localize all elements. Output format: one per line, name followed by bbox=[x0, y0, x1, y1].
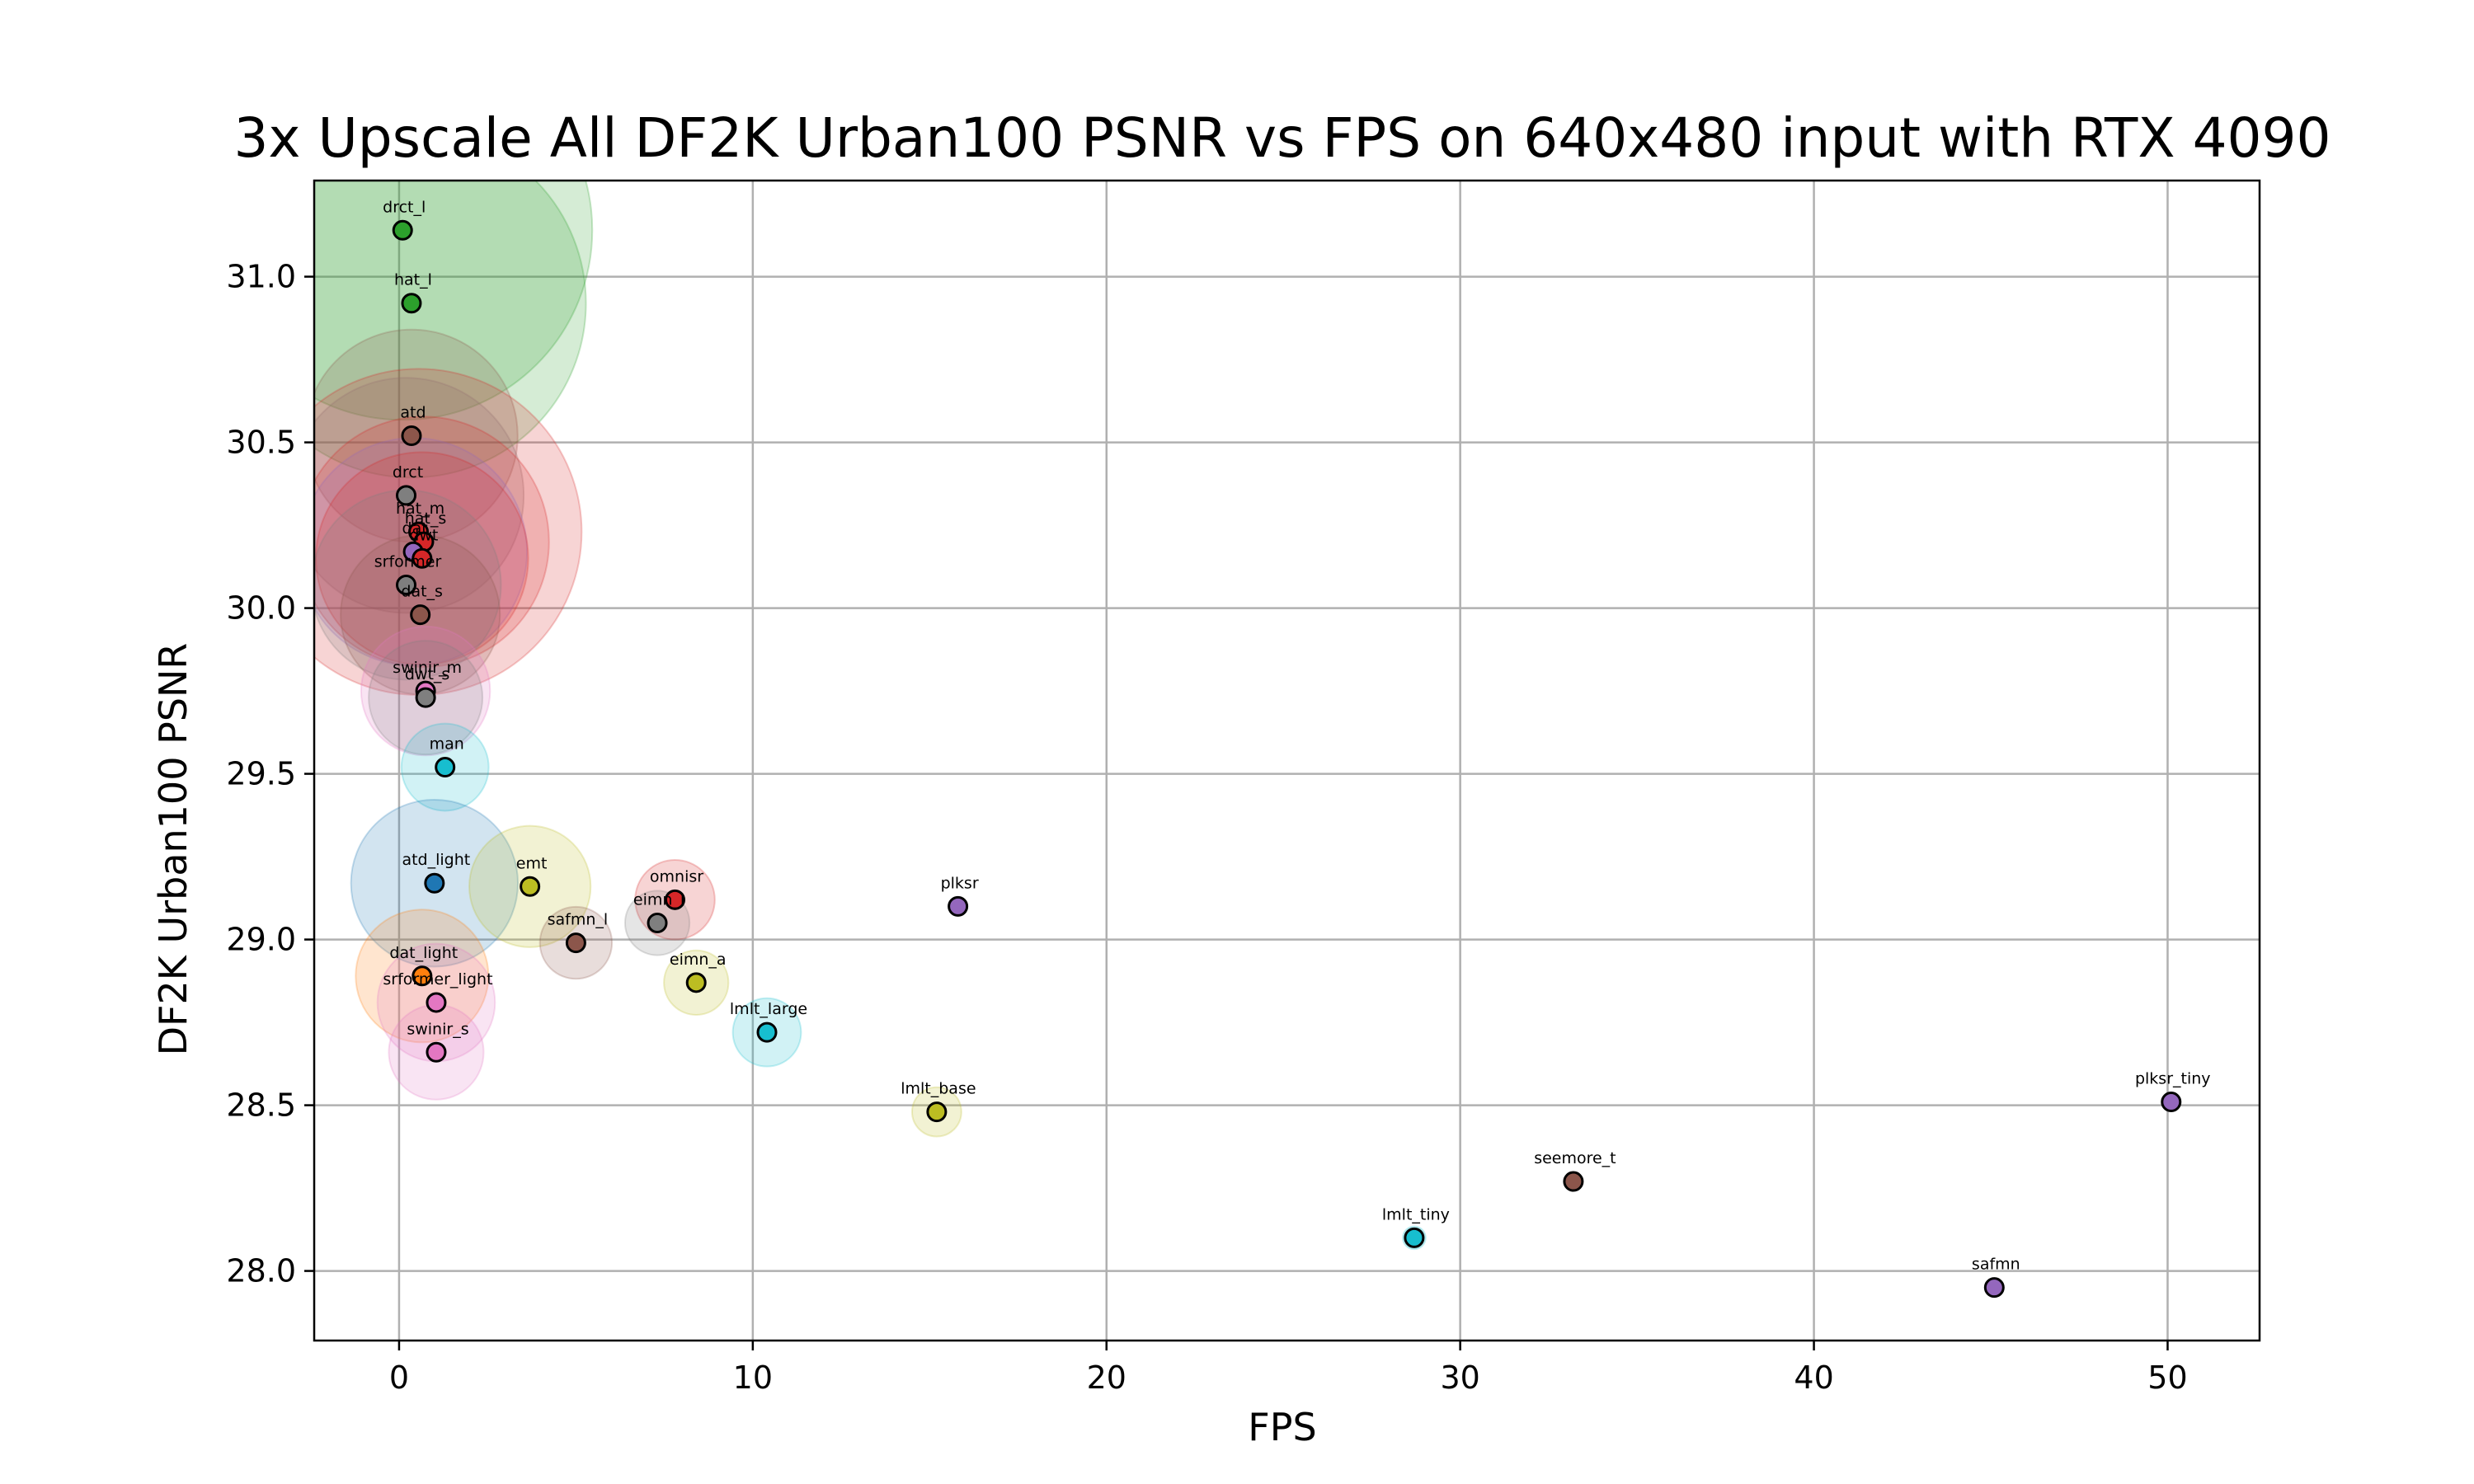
bubble-halo-hat_l bbox=[314, 181, 587, 479]
data-point-dwt_s bbox=[415, 687, 436, 708]
y-tick-label: 30.0 bbox=[226, 590, 296, 627]
data-label-dat: dat bbox=[402, 519, 428, 538]
data-label-eimn_a: eimn_a bbox=[670, 951, 727, 969]
x-tick-label: 20 bbox=[1087, 1360, 1126, 1396]
data-point-dwt bbox=[412, 547, 433, 569]
data-label-atd_light: atd_light bbox=[402, 851, 470, 869]
data-point-seemore_t bbox=[1563, 1171, 1584, 1192]
data-point-srformer bbox=[396, 574, 417, 595]
data-label-man: man bbox=[430, 735, 464, 754]
x-tick-label: 10 bbox=[733, 1360, 773, 1396]
data-point-hat_l bbox=[401, 293, 422, 314]
y-tick-label: 31.0 bbox=[226, 259, 296, 295]
tick-layer: 0 10 20 30 40 50 28.0 28.5 29.0 29.5 30.0 30.5 31.0 bbox=[226, 259, 2187, 1396]
x-tick-label: 0 bbox=[389, 1360, 409, 1396]
data-label-safmn: safmn bbox=[1972, 1256, 2020, 1274]
data-label-eimn_l: eimn_l bbox=[633, 890, 684, 909]
data-label-srformer: srformer bbox=[374, 552, 442, 571]
data-label-swinir_m: swinir_m bbox=[393, 659, 462, 677]
y-tick-label: 29.0 bbox=[226, 922, 296, 958]
bubble-halo-drct bbox=[314, 377, 525, 614]
x-tick-label: 50 bbox=[2147, 1360, 2187, 1396]
data-point-lmlt_base bbox=[926, 1101, 948, 1123]
data-point-dat_s bbox=[410, 604, 431, 626]
data-label-dat_s: dat_s bbox=[401, 583, 443, 601]
plot-frame bbox=[313, 179, 2261, 1342]
grid-layer bbox=[314, 181, 2260, 1341]
data-point-swinir_s bbox=[426, 1041, 447, 1063]
data-label-lmlt_large: lmlt_large bbox=[730, 1000, 807, 1018]
data-point-atd bbox=[401, 425, 422, 447]
data-label-atd: atd bbox=[400, 404, 426, 422]
data-label-dwt_s: dwt_s bbox=[405, 665, 449, 683]
data-point-dat_light bbox=[412, 965, 433, 987]
x-axis-label: FPS bbox=[1248, 1405, 1316, 1449]
chart-title: 3x Upscale All DF2K Urban100 PSNR vs FPS… bbox=[233, 106, 2331, 170]
data-label-hat_l: hat_l bbox=[394, 271, 432, 289]
data-label-hat_m: hat_m bbox=[396, 500, 444, 518]
y-tick-label: 30.5 bbox=[226, 425, 296, 461]
data-point-plksr bbox=[948, 895, 969, 917]
y-tick-label: 29.5 bbox=[226, 756, 296, 792]
data-label-safmn_l: safmn_l bbox=[548, 911, 609, 929]
data-label-drct_l: drct_l bbox=[383, 198, 426, 216]
data-label-drct: drct bbox=[393, 463, 423, 481]
data-label-srformer_light: srformer_light bbox=[383, 970, 492, 989]
data-point-plksr_tiny bbox=[2161, 1092, 2182, 1113]
data-point-lmlt_large bbox=[756, 1021, 778, 1043]
data-label-seemore_t: seemore_t bbox=[1534, 1149, 1616, 1167]
data-point-man bbox=[435, 757, 456, 778]
point-layer bbox=[392, 219, 2182, 1298]
data-point-atd_light bbox=[424, 872, 445, 894]
data-label-hat_s: hat_s bbox=[405, 510, 447, 528]
data-label-swinir_s: swinir_s bbox=[407, 1020, 468, 1038]
data-label-lmlt_tiny: lmlt_tiny bbox=[1382, 1205, 1450, 1223]
data-label-emt: emt bbox=[516, 854, 548, 872]
data-point-lmlt_tiny bbox=[1404, 1227, 1425, 1248]
data-point-emt bbox=[520, 876, 541, 897]
data-label-lmlt_base: lmlt_base bbox=[901, 1080, 976, 1098]
data-label-dwt: dwt bbox=[409, 526, 438, 544]
data-point-eimn_l bbox=[647, 912, 668, 933]
data-label-plksr_tiny: plksr_tiny bbox=[2135, 1070, 2211, 1088]
data-point-drct_l bbox=[392, 219, 413, 241]
data-point-srformer_light bbox=[426, 992, 447, 1013]
y-axis-label: DF2K Urban100 PSNR bbox=[151, 643, 195, 1056]
data-label-omnisr: omnisr bbox=[650, 867, 703, 885]
y-tick-label: 28.0 bbox=[226, 1253, 296, 1289]
x-tick-label: 40 bbox=[1794, 1360, 1833, 1396]
bubble-halo-drct_l bbox=[314, 181, 594, 421]
data-point-safmn_l bbox=[565, 932, 586, 954]
data-label-plksr: plksr bbox=[941, 874, 979, 892]
x-tick-label: 30 bbox=[1440, 1360, 1479, 1396]
data-point-eimn_a bbox=[685, 972, 707, 993]
y-tick-label: 28.5 bbox=[226, 1087, 296, 1124]
data-label-dat_light: dat_light bbox=[389, 944, 458, 962]
data-point-safmn bbox=[1983, 1277, 2005, 1298]
data-point-drct bbox=[396, 485, 417, 506]
data-point-omnisr bbox=[664, 889, 685, 910]
